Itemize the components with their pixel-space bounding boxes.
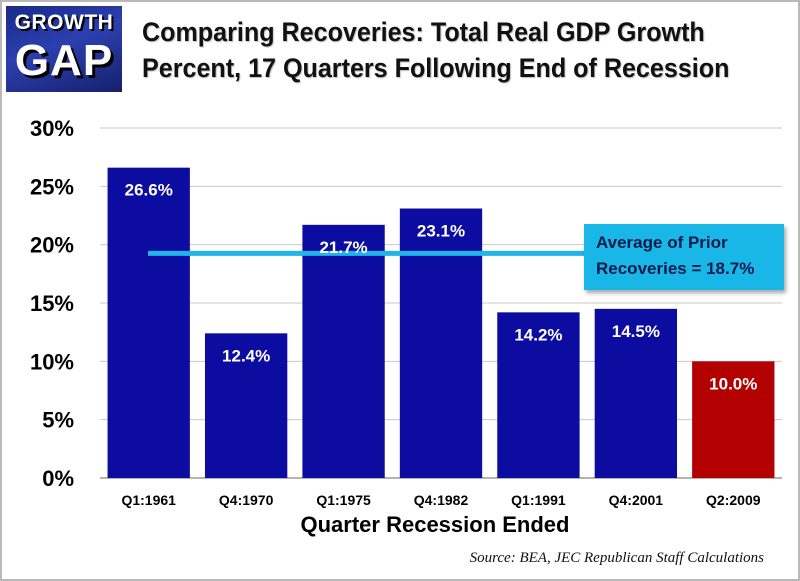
x-axis-categories: Q1:1961 Q4:1970 Q1:1975 Q4:1982 Q1:1991 Q4:20… <box>121 492 760 508</box>
x-category-label: Q4:1982 <box>414 492 469 508</box>
data-label: 26.6% <box>125 181 173 200</box>
y-tick-label: 10% <box>30 349 74 374</box>
y-tick-label: 5% <box>42 408 74 433</box>
bar-Q1-1991 <box>497 312 580 478</box>
bar-Q4-2001 <box>594 308 678 478</box>
growth-gap-logo: GROWTH GAP <box>6 6 122 92</box>
logo-line-1: GROWTH <box>14 11 114 34</box>
bar-Q4-1970 <box>204 333 288 478</box>
x-category-label: Q4:2001 <box>609 492 664 508</box>
y-tick-label: 0% <box>42 466 74 491</box>
y-tick-label: 15% <box>30 291 74 316</box>
data-label: 14.2% <box>514 325 562 344</box>
y-tick-label: 20% <box>30 233 74 258</box>
data-label: 14.5% <box>612 322 660 341</box>
data-labels: 26.6% 12.4% 21.7% 23.1% 14.2% 14.5% 10.0% <box>125 181 758 394</box>
average-callout-line-2: Recoveries = 18.7% <box>596 259 755 278</box>
bar-Q1-1961 <box>107 167 190 478</box>
bar-Q2-2009 <box>692 361 775 478</box>
data-label: 12.4% <box>222 346 270 365</box>
x-category-label: Q1:1975 <box>316 492 371 508</box>
average-callout-line-1: Average of Prior <box>596 233 728 252</box>
logo-line-2: GAP <box>14 36 114 85</box>
y-tick-label: 25% <box>30 174 74 199</box>
x-category-label: Q2:2009 <box>706 492 761 508</box>
x-category-label: Q4:1970 <box>219 492 274 508</box>
chart-title: Comparing Recoveries: Total Real GDP Gro… <box>142 14 747 86</box>
bars <box>107 167 775 478</box>
x-category-label: Q1:1991 <box>511 492 566 508</box>
data-label: 10.0% <box>709 374 757 393</box>
x-axis-title: Quarter Recession Ended <box>301 512 570 537</box>
y-tick-label: 30% <box>30 116 74 141</box>
data-label: 23.1% <box>417 222 465 241</box>
chart-title-line-1: Comparing Recoveries: Total Real GDP Gro… <box>142 17 705 47</box>
bar-Q1-1975 <box>302 224 385 478</box>
data-label: 21.7% <box>319 238 367 257</box>
source-note: Source: BEA, JEC Republican Staff Calcul… <box>469 550 764 566</box>
y-axis-ticks: 0% 5% 10% 15% 20% 25% 30% <box>30 116 74 491</box>
average-callout: Average of Prior Recoveries = 18.7% <box>584 224 784 290</box>
bar-Q4-1982 <box>399 208 483 478</box>
x-category-label: Q1:1961 <box>121 492 176 508</box>
chart-title-line-2: Percent, 17 Quarters Following End of Re… <box>142 53 730 83</box>
